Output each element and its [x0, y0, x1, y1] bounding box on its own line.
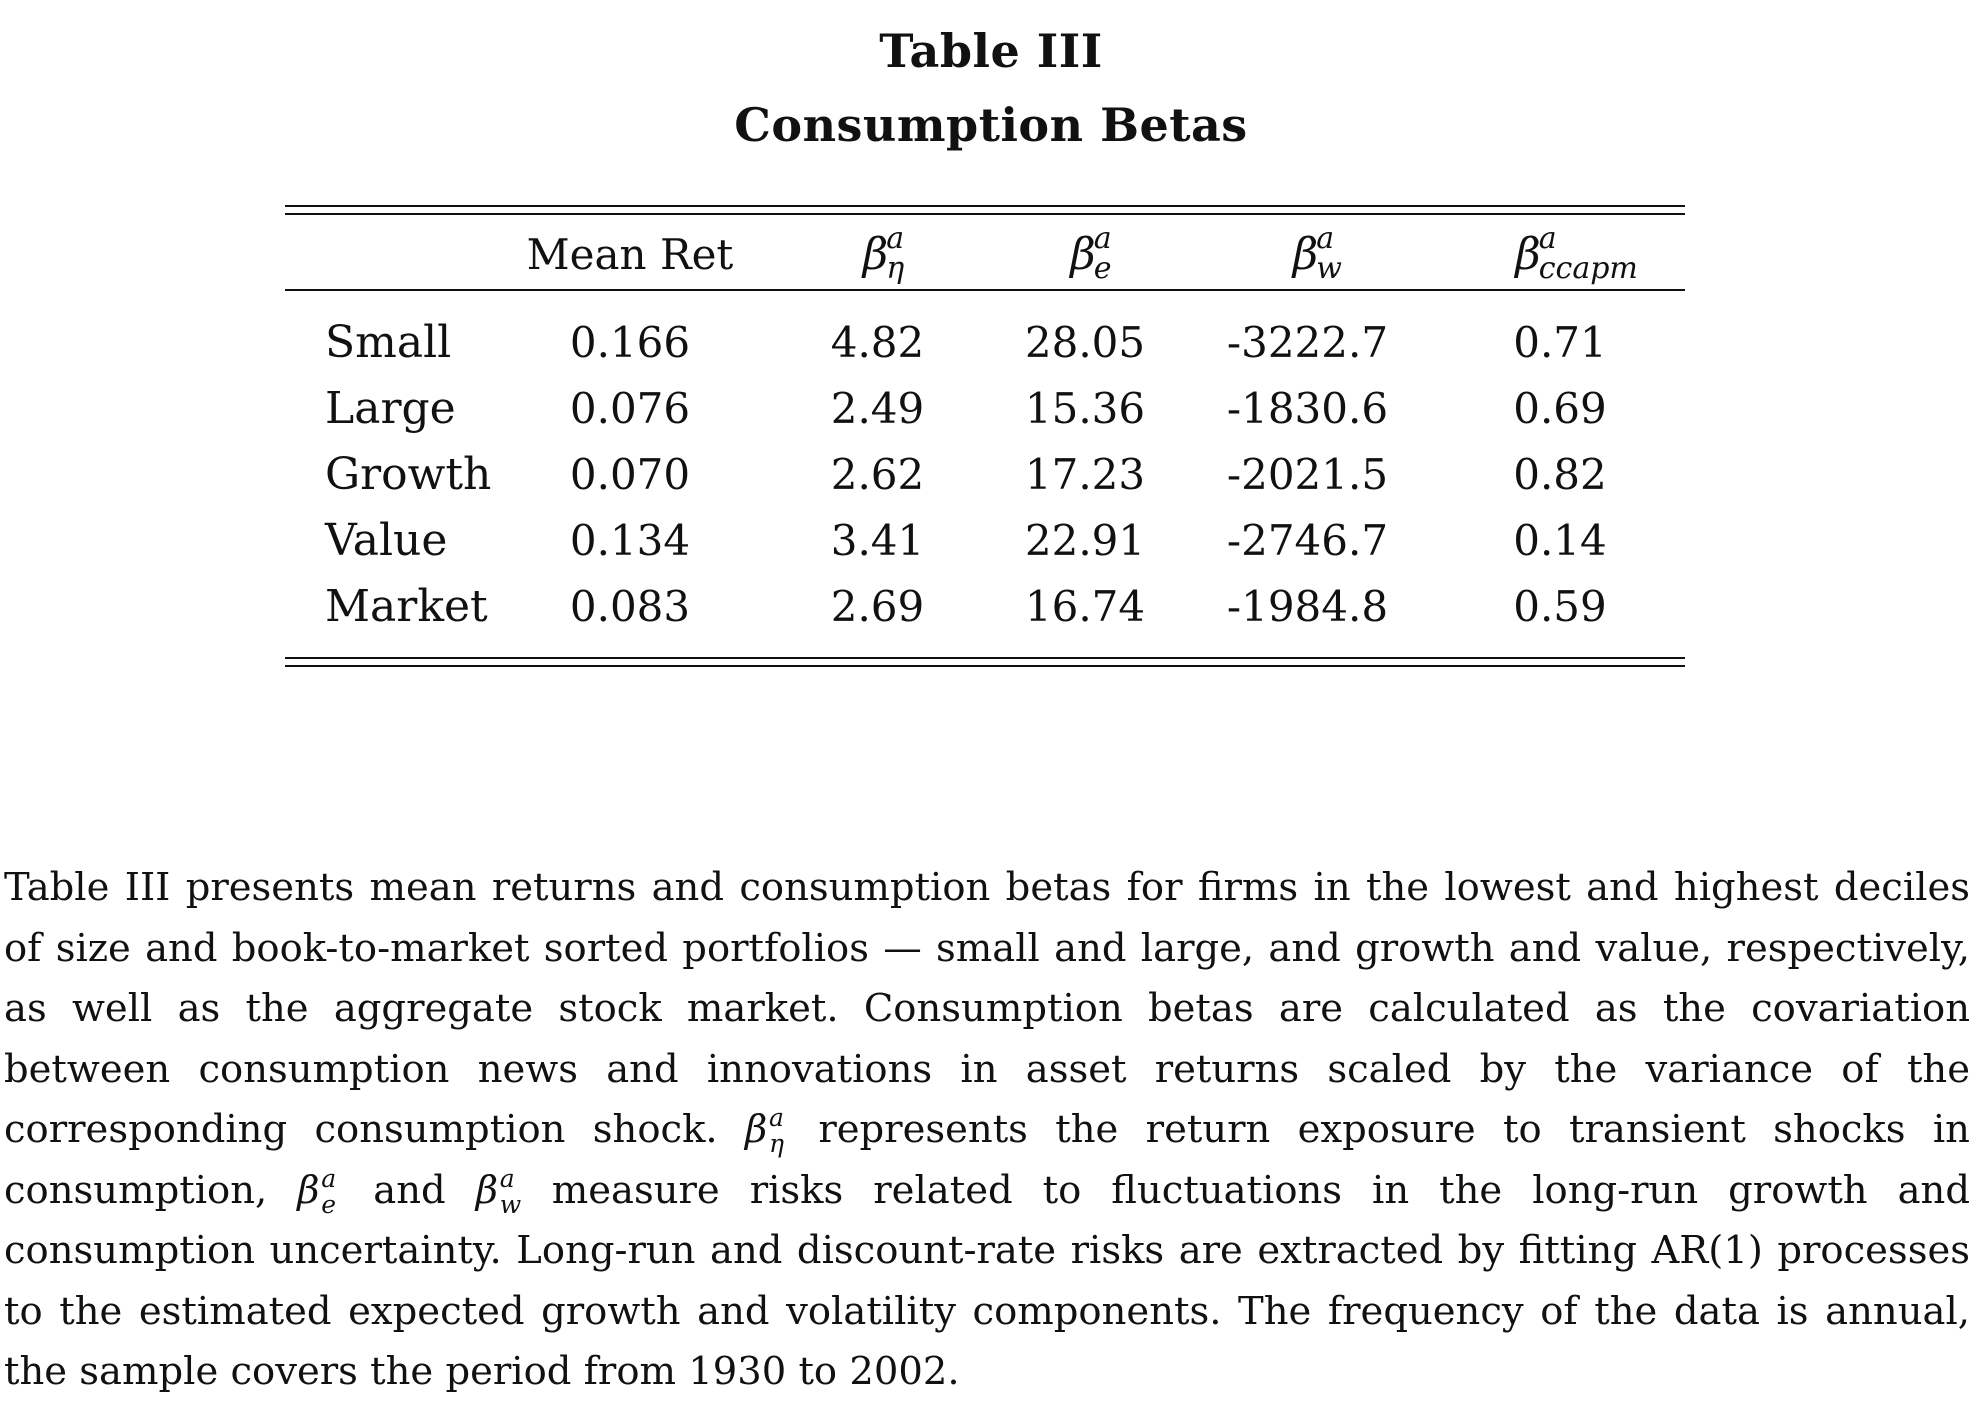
cell-beta-w: -3222.7 — [1226, 317, 1389, 367]
table-body: Small 0.166 4.82 28.05 -3222.7 0.71 Larg… — [285, 290, 1685, 657]
cell-beta-eta: 4.82 — [830, 317, 925, 367]
header-beta-ccapm: β a ccapm — [1435, 215, 1685, 291]
header-empty — [285, 215, 495, 291]
cell-beta-eta: 2.62 — [830, 449, 925, 499]
cell-beta-w: -1984.8 — [1226, 581, 1389, 631]
caption-text-1: Table III presents mean returns and cons… — [4, 865, 1970, 1152]
cell-beta-eta: 2.49 — [830, 383, 925, 433]
table-number: Table III — [879, 24, 1103, 78]
table-row: Growth 0.070 2.62 17.23 -2021.5 0.82 — [285, 441, 1685, 507]
table-title: Consumption Betas — [734, 98, 1248, 152]
row-label: Market — [325, 580, 488, 632]
cell-beta-e: 17.23 — [1024, 449, 1146, 499]
cell-beta-e: 28.05 — [1024, 317, 1146, 367]
row-label: Value — [325, 514, 448, 566]
bottom-double-rule — [285, 657, 1685, 667]
cell-beta-w: -1830.6 — [1226, 383, 1389, 433]
cell-mean-ret: 0.070 — [569, 449, 691, 499]
cell-mean-ret: 0.134 — [569, 515, 691, 565]
cell-mean-ret: 0.083 — [569, 581, 691, 631]
cell-beta-eta: 2.69 — [830, 581, 925, 631]
table-row: Market 0.083 2.69 16.74 -1984.8 0.59 — [285, 573, 1685, 657]
cell-beta-eta: 3.41 — [830, 515, 925, 565]
caption-text-3: and — [373, 1167, 446, 1213]
cell-beta-ccapm: 0.59 — [1513, 581, 1607, 631]
cell-beta-e: 15.36 — [1024, 383, 1146, 433]
table-row: Large 0.076 2.49 15.36 -1830.6 0.69 — [285, 375, 1685, 441]
cell-beta-ccapm: 0.14 — [1513, 515, 1607, 565]
cell-beta-e: 22.91 — [1024, 515, 1146, 565]
header-mean-ret: Mean Ret — [495, 215, 765, 291]
row-label: Large — [325, 382, 456, 434]
cell-mean-ret: 0.076 — [569, 383, 691, 433]
row-label: Growth — [325, 448, 492, 500]
cell-beta-w: -2021.5 — [1226, 449, 1389, 499]
cell-mean-ret: 0.166 — [569, 317, 691, 367]
cell-beta-ccapm: 0.82 — [1513, 449, 1607, 499]
top-double-rule — [285, 205, 1685, 215]
cell-beta-w: -2746.7 — [1226, 515, 1389, 565]
table-row: Value 0.134 3.41 22.91 -2746.7 0.14 — [285, 507, 1685, 573]
table-caption-paragraph: Table III presents mean returns and cons… — [4, 858, 1970, 1403]
table-row: Small 0.166 4.82 28.05 -3222.7 0.71 — [285, 290, 1685, 375]
cell-beta-ccapm: 0.71 — [1513, 317, 1607, 367]
row-label: Small — [325, 316, 452, 368]
table-caption-header: Table III Consumption Betas — [0, 14, 1982, 162]
cell-beta-ccapm: 0.69 — [1513, 383, 1607, 433]
caption-text-2: represents the return exposure to transi… — [4, 1107, 1970, 1213]
cell-beta-e: 16.74 — [1024, 581, 1146, 631]
